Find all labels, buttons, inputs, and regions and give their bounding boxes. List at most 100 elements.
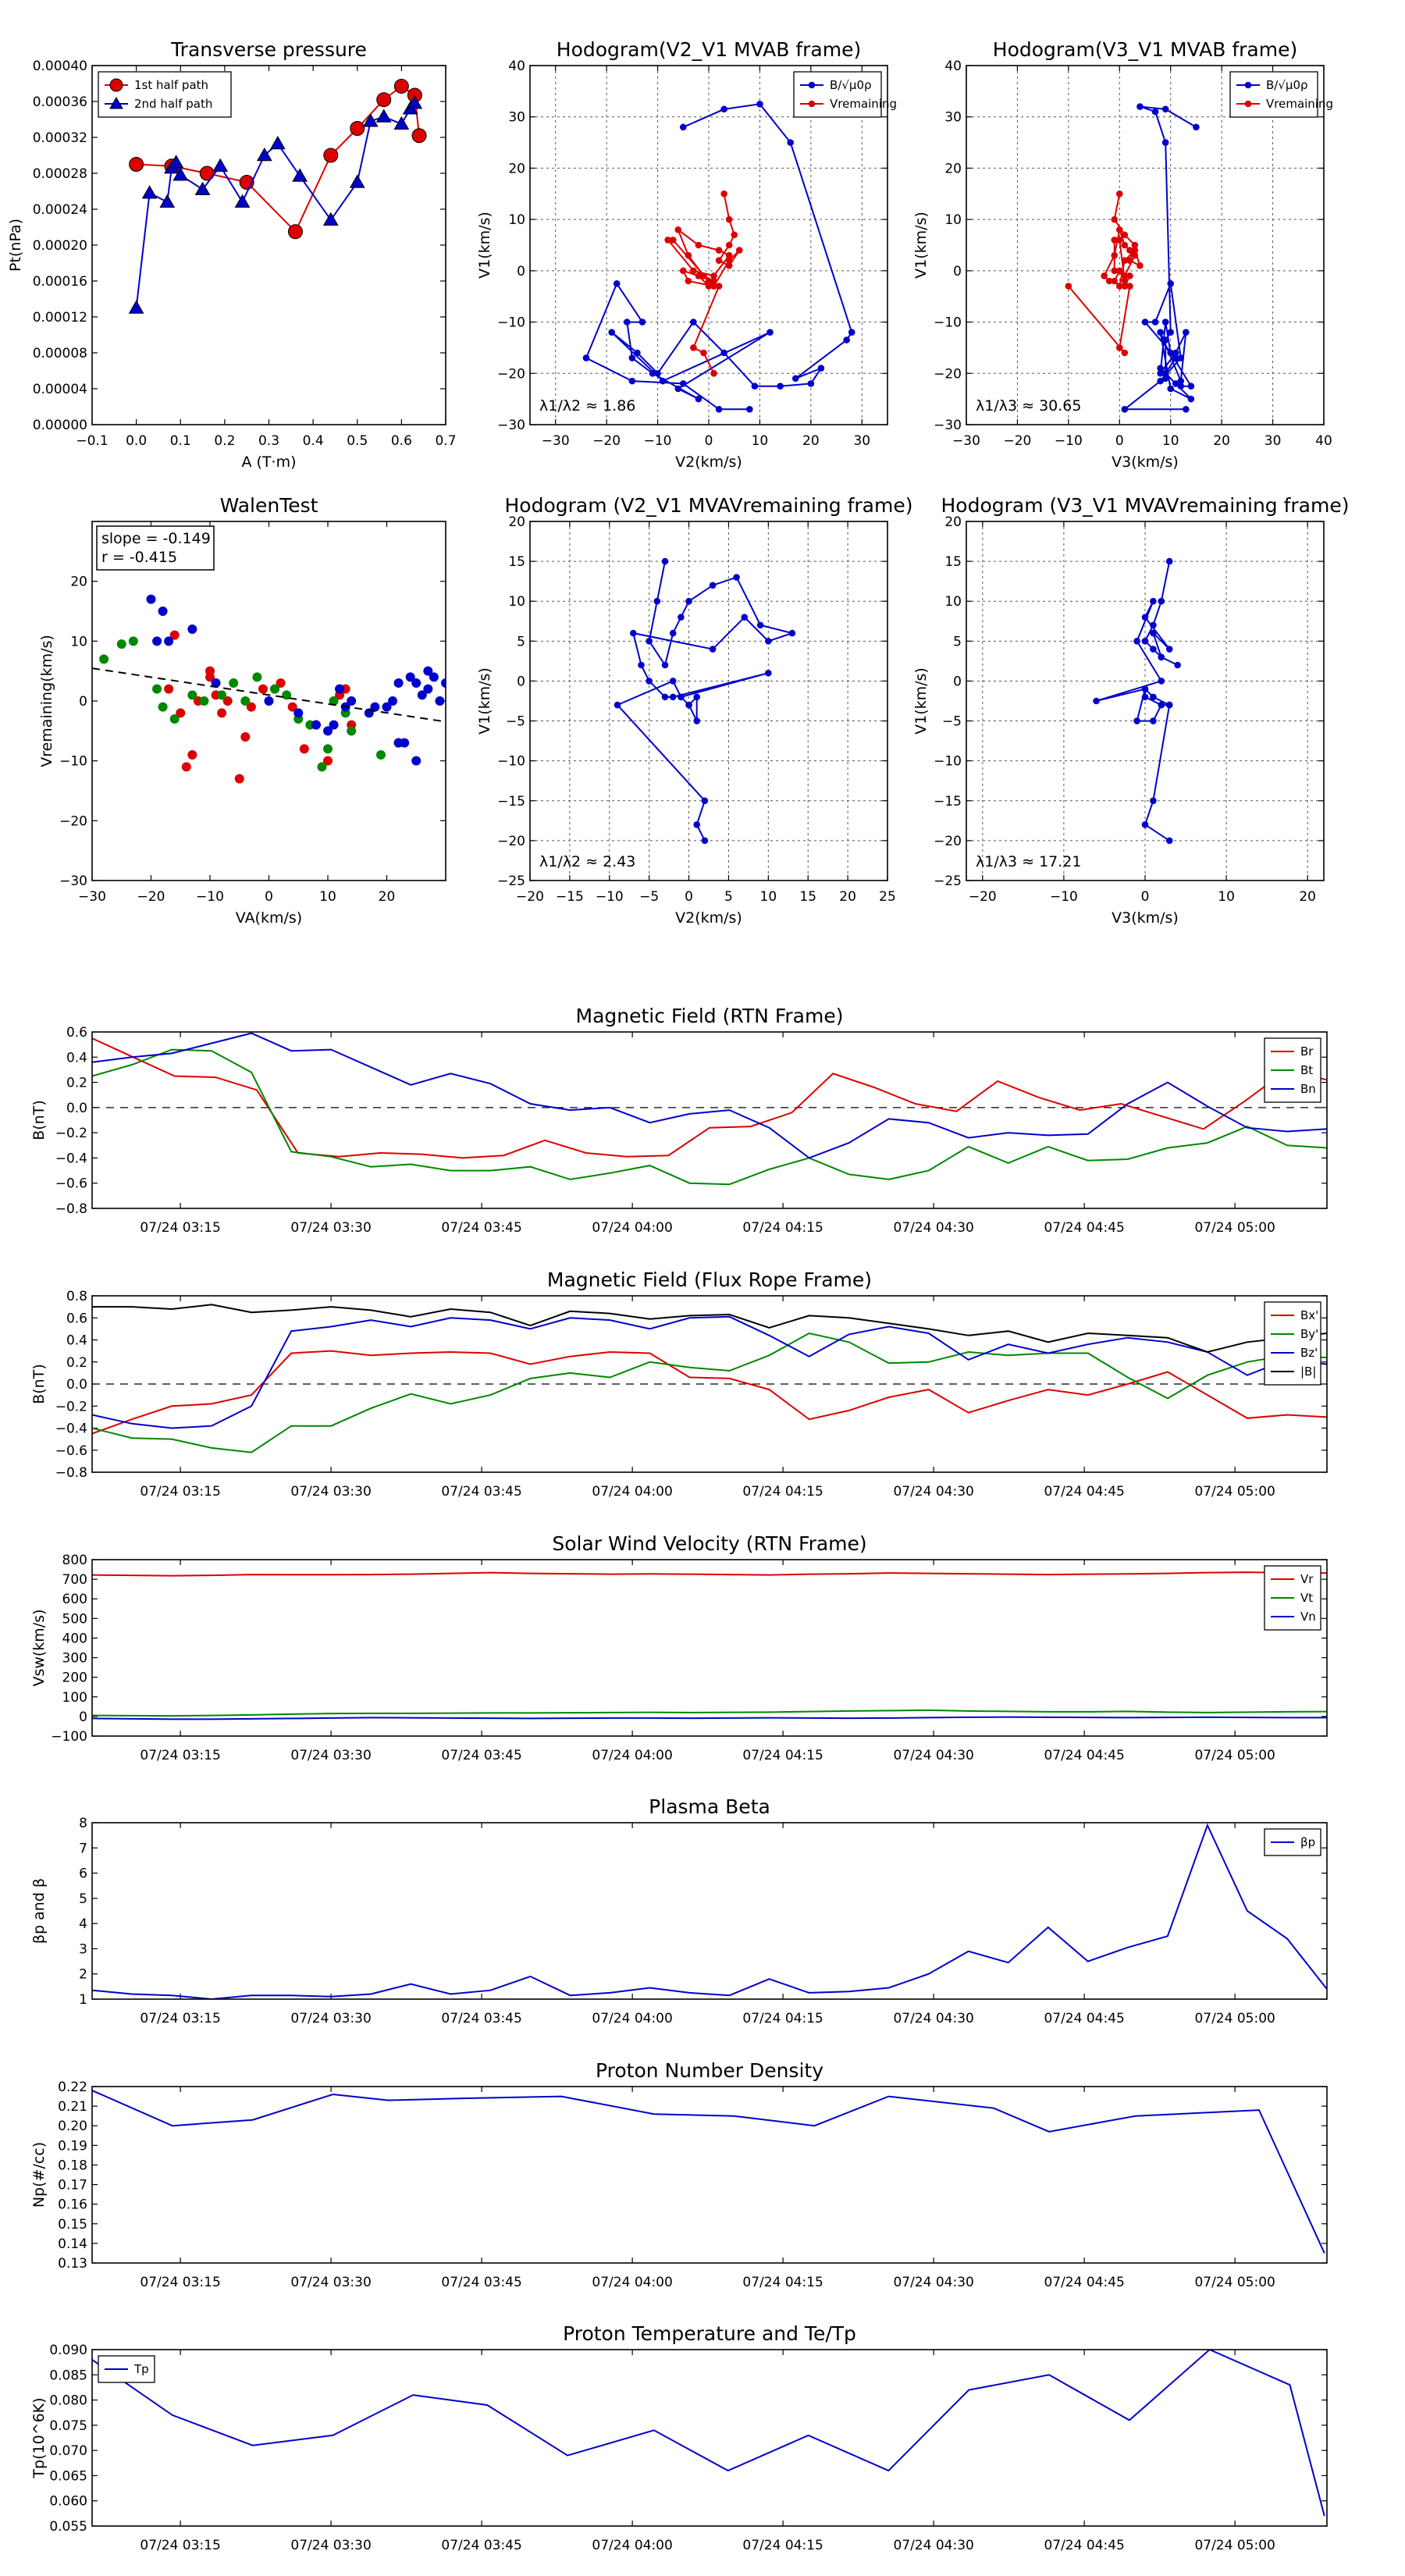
x-tick-label: 07/24 05:00 <box>1194 2538 1275 2553</box>
series-s0-point <box>1158 678 1165 685</box>
series-2nd-half-path-point <box>173 167 189 181</box>
legend <box>98 71 232 118</box>
y-tick-label: 0 <box>517 674 525 689</box>
x-tick-label: −5 <box>639 889 659 905</box>
series-s2-point <box>158 607 168 616</box>
chart-h2: Hodogram(V3_V1 MVAB frame) −30 −20 −10 0 10 20… <box>912 38 1333 471</box>
series-1st-half-path-point <box>129 157 144 172</box>
legend-marker <box>808 81 816 89</box>
series-b-0-point <box>751 382 759 390</box>
x-tick-label: −20 <box>592 433 621 449</box>
series-s0-point <box>1150 629 1157 637</box>
legend <box>793 71 882 118</box>
series-s0-point <box>1158 701 1165 709</box>
series-b-0-point <box>1151 108 1159 116</box>
y-tick-label: −0.8 <box>55 1201 87 1217</box>
x-tick-label: 07/24 03:45 <box>441 2011 521 2026</box>
x-tick-label: 07/24 05:00 <box>1194 2275 1275 2290</box>
series-s2-point <box>146 594 156 604</box>
y-tick-label: 6 <box>79 1866 87 1882</box>
y-tick-label: −25 <box>934 873 962 889</box>
plot-area <box>92 2350 1325 2517</box>
y-tick-label: −5 <box>506 714 525 730</box>
series-1st-half-path-point <box>411 128 427 144</box>
series-vremaining-point <box>690 267 697 275</box>
series-2nd-half-path-point <box>362 113 379 127</box>
x-tick-label: 0.6 <box>391 433 412 449</box>
x-tick-label: 07/24 04:15 <box>742 1748 823 1763</box>
y-tick-label: 0.090 <box>49 2343 87 2358</box>
x-tick-label: 07/24 03:45 <box>441 1484 521 1500</box>
y-tick-label: 600 <box>62 1592 87 1607</box>
y-tick-label: 0.14 <box>58 2236 87 2252</box>
series-s0-point <box>181 762 191 772</box>
legend-label: Bx' <box>1300 1308 1318 1322</box>
series-s0-point <box>678 693 685 701</box>
series-s2-point <box>293 708 304 718</box>
y-tick-label: −0.6 <box>55 1176 87 1192</box>
series-s0-point <box>240 732 251 742</box>
series-s2-point <box>423 684 433 694</box>
plot-area <box>1093 557 1181 845</box>
series-vremaining-point <box>685 251 692 259</box>
series-s0-point <box>678 614 685 621</box>
series-b-0-point <box>1187 382 1195 390</box>
series-s0-point <box>1158 653 1165 661</box>
y-tick-label: 0.20 <box>58 2119 87 2134</box>
axes-frame <box>529 65 888 425</box>
series-vn-line <box>92 1716 1327 1720</box>
x-tick-label: −20 <box>137 889 165 905</box>
x-axis-label: A (T·m) <box>241 454 296 471</box>
series-s1-point <box>187 690 197 700</box>
series-s0-point <box>646 638 653 645</box>
series-vremaining-point <box>1121 241 1129 249</box>
series-s0-point <box>176 708 186 718</box>
y-tick-label: −30 <box>934 418 962 433</box>
axes-frame <box>91 65 446 425</box>
series-b-0-point <box>695 395 702 403</box>
series-s0-point <box>669 678 677 685</box>
x-tick-label: 07/24 04:15 <box>742 2275 823 2290</box>
series-s1-point <box>240 696 251 706</box>
series-b-0-point <box>608 329 615 336</box>
series-vremaining-point <box>1105 277 1113 285</box>
series-b-0-point <box>634 349 641 357</box>
series-b-0-point <box>679 380 687 387</box>
series-s2-point <box>329 720 339 730</box>
y-tick-label: 0.075 <box>49 2418 87 2434</box>
chart-title: Hodogram(V2_V1 MVAB frame) <box>557 38 861 61</box>
legend-label: Bt <box>1300 1063 1313 1077</box>
series-b-0-point <box>1193 123 1200 131</box>
y-axis-label: Tp(10^6K) <box>30 2397 48 2478</box>
chart-title: Magnetic Field (Flux Rope Frame) <box>547 1268 872 1291</box>
series-b-0-point <box>674 385 682 393</box>
series-s2-point <box>405 672 415 682</box>
series-vremaining-point <box>1115 226 1123 233</box>
y-tick-label: 0.00028 <box>33 166 87 182</box>
series-b-0-line <box>1122 105 1197 411</box>
series-1st-half-path-point <box>350 121 365 136</box>
series-s0-point <box>323 756 333 766</box>
series-b-0-point <box>1151 318 1159 326</box>
series-s0-point <box>1165 837 1173 845</box>
series-s0-point <box>299 744 309 754</box>
series-2nd-half-path-point <box>128 300 144 314</box>
series-b-0-point <box>720 349 727 357</box>
series-s0-point <box>187 750 197 760</box>
series-b-0-point <box>1141 318 1149 326</box>
series-s0-point <box>1133 638 1140 645</box>
y-axis-label: B(nT) <box>30 1364 48 1404</box>
y-tick-label: −0.2 <box>55 1126 87 1141</box>
x-tick-label: 0 <box>1141 889 1150 905</box>
x-axis-label: V3(km/s) <box>1112 454 1179 471</box>
y-tick-label: −15 <box>497 794 525 809</box>
legend-marker <box>1244 81 1252 89</box>
y-tick-label: 0.085 <box>49 2368 87 2383</box>
axes-frame <box>91 1822 1328 2000</box>
x-tick-label: 10 <box>1162 433 1179 449</box>
y-tick-label: 0 <box>953 264 962 279</box>
plot-area <box>92 1823 1327 1999</box>
x-tick-label: 07/24 04:45 <box>1044 2275 1124 2290</box>
legend-label: Bz' <box>1300 1346 1318 1360</box>
series-2nd-half-path-point <box>269 136 286 150</box>
